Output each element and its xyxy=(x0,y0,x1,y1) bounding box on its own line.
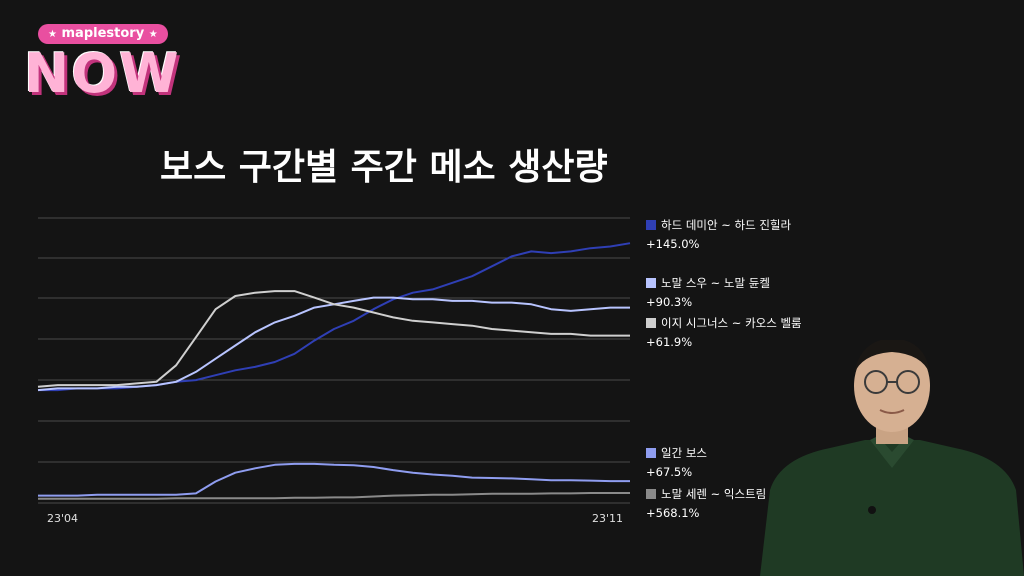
legend-swatch xyxy=(646,448,656,458)
legend-label: 노말 세렌 ~ 익스트림 카 xyxy=(661,487,781,501)
chart-title: 보스 구간별 주간 메소 생산량 xyxy=(160,147,608,188)
legend-change: +90.3% xyxy=(646,295,693,309)
logo-pill: ★ maplestory ★ xyxy=(38,24,168,44)
legend-label: 일간 보스 xyxy=(661,446,707,460)
presenter-image xyxy=(760,340,1024,576)
legend-swatch xyxy=(646,489,656,499)
legend-item-easy-cygnus: 이지 시그너스 ~ 카오스 벨룸 +61.9% xyxy=(646,315,802,349)
legend-label: 이지 시그너스 ~ 카오스 벨룸 xyxy=(661,316,802,330)
legend-swatch xyxy=(646,278,656,288)
star-icon: ★ xyxy=(48,29,57,40)
series-line-0-0 xyxy=(38,242,631,392)
series-line-1-1 xyxy=(38,492,630,500)
legend-item-normal-seren: 노말 세렌 ~ 익스트림 카 +568.1% xyxy=(646,486,780,520)
logo-word: NOW xyxy=(24,42,181,105)
legend-item-normal-suu: 노말 스우 ~ 노말 듄켈 +90.3% xyxy=(646,275,770,309)
x-tick-label-start: 23'04 xyxy=(47,512,79,525)
legend-change: +61.9% xyxy=(646,335,693,349)
legend-label: 노말 스우 ~ 노말 듄켈 xyxy=(661,276,770,290)
series-line-0-1 xyxy=(37,296,630,392)
legend-change: +67.5% xyxy=(646,465,693,479)
maplestory-now-logo: ★ maplestory ★ NOW xyxy=(24,20,194,110)
star-icon: ★ xyxy=(148,29,158,40)
legend-label: 하드 데미안 ~ 하드 진힐라 xyxy=(661,218,792,232)
legend-change: +568.1% xyxy=(646,506,700,520)
logo-pill-text: maplestory xyxy=(61,26,145,41)
legend-item-daily-boss: 일간 보스 +67.5% xyxy=(646,445,707,479)
series-line-0-2 xyxy=(37,290,630,388)
series-line-1-0 xyxy=(38,462,630,497)
legend-change: +145.0% xyxy=(646,237,700,251)
x-tick-label-end: 23'11 xyxy=(592,512,624,525)
legend-item-hard-damien: 하드 데미안 ~ 하드 진힐라 +145.0% xyxy=(646,217,791,251)
legend-swatch xyxy=(646,318,656,328)
legend-swatch xyxy=(646,220,656,230)
